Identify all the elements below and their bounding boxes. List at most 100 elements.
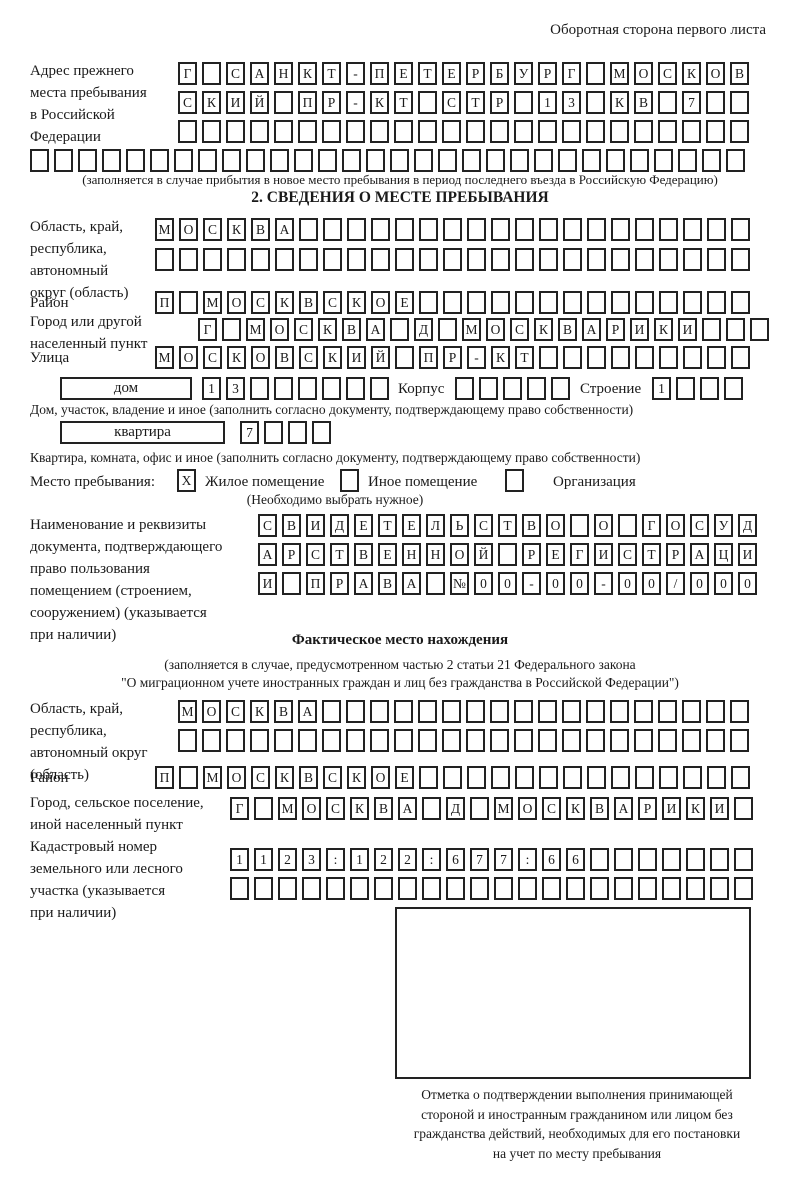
char-box[interactable]: С xyxy=(510,318,529,341)
char-box[interactable] xyxy=(730,120,749,143)
char-box[interactable]: 0 xyxy=(474,572,493,595)
char-box[interactable] xyxy=(518,877,537,900)
char-box[interactable] xyxy=(659,346,678,369)
char-box[interactable]: К xyxy=(318,318,337,341)
char-box[interactable]: : xyxy=(518,848,537,871)
char-box[interactable]: 0 xyxy=(570,572,589,595)
char-box[interactable]: О xyxy=(546,514,565,537)
char-box[interactable] xyxy=(659,248,678,271)
char-box[interactable] xyxy=(470,797,489,820)
char-box[interactable] xyxy=(179,248,198,271)
char-box[interactable] xyxy=(750,318,769,341)
char-box[interactable] xyxy=(486,149,505,172)
char-box[interactable] xyxy=(443,248,462,271)
char-box[interactable] xyxy=(498,543,517,566)
char-box[interactable]: Г xyxy=(198,318,217,341)
char-box[interactable]: С xyxy=(226,700,245,723)
char-box[interactable]: П xyxy=(155,291,174,314)
char-box[interactable] xyxy=(563,766,582,789)
char-box[interactable] xyxy=(730,700,749,723)
char-box[interactable] xyxy=(611,248,630,271)
char-box[interactable] xyxy=(683,218,702,241)
char-box[interactable] xyxy=(264,421,283,444)
char-box[interactable]: 6 xyxy=(542,848,561,871)
char-box[interactable] xyxy=(178,120,197,143)
char-box[interactable]: Е xyxy=(378,543,397,566)
char-box[interactable] xyxy=(322,377,341,400)
char-box[interactable]: К xyxy=(250,700,269,723)
char-box[interactable] xyxy=(515,766,534,789)
char-box[interactable]: П xyxy=(298,91,317,114)
char-box[interactable] xyxy=(606,149,625,172)
char-box[interactable] xyxy=(586,120,605,143)
char-box[interactable]: В xyxy=(354,543,373,566)
char-box[interactable]: К xyxy=(370,91,389,114)
char-box[interactable] xyxy=(346,729,365,752)
char-box[interactable]: М xyxy=(494,797,513,820)
char-box[interactable]: С xyxy=(258,514,277,537)
char-box[interactable]: 0 xyxy=(618,572,637,595)
char-box[interactable] xyxy=(590,848,609,871)
char-box[interactable] xyxy=(514,700,533,723)
char-box[interactable] xyxy=(150,149,169,172)
char-box[interactable]: К xyxy=(275,291,294,314)
char-box[interactable]: В xyxy=(374,797,393,820)
char-box[interactable] xyxy=(179,291,198,314)
char-box[interactable] xyxy=(78,149,97,172)
char-box[interactable] xyxy=(706,91,725,114)
char-box[interactable] xyxy=(634,120,653,143)
char-box[interactable]: Т xyxy=(378,514,397,537)
char-box[interactable]: 1 xyxy=(652,377,671,400)
char-box[interactable] xyxy=(254,877,273,900)
char-box[interactable]: 7 xyxy=(494,848,513,871)
char-box[interactable] xyxy=(322,729,341,752)
char-box[interactable] xyxy=(491,248,510,271)
char-box[interactable] xyxy=(562,700,581,723)
char-box[interactable] xyxy=(230,877,249,900)
char-box[interactable]: 1 xyxy=(350,848,369,871)
char-box[interactable] xyxy=(347,218,366,241)
char-box[interactable]: А xyxy=(402,572,421,595)
char-box[interactable]: С xyxy=(690,514,709,537)
char-box[interactable] xyxy=(270,149,289,172)
char-box[interactable] xyxy=(538,120,557,143)
char-box[interactable]: Р xyxy=(466,62,485,85)
char-box[interactable] xyxy=(275,248,294,271)
char-box[interactable] xyxy=(422,797,441,820)
char-box[interactable] xyxy=(686,877,705,900)
char-box[interactable]: С xyxy=(323,291,342,314)
char-box[interactable]: С xyxy=(251,291,270,314)
char-box[interactable]: - xyxy=(346,62,365,85)
char-box[interactable]: А xyxy=(354,572,373,595)
char-box[interactable] xyxy=(126,149,145,172)
char-box[interactable] xyxy=(586,62,605,85)
char-box[interactable] xyxy=(514,120,533,143)
char-box[interactable] xyxy=(726,318,745,341)
char-box[interactable] xyxy=(611,766,630,789)
char-box[interactable] xyxy=(274,377,293,400)
char-box[interactable]: И xyxy=(710,797,729,820)
char-box[interactable] xyxy=(491,766,510,789)
char-box[interactable]: - xyxy=(346,91,365,114)
char-box[interactable] xyxy=(710,877,729,900)
char-box[interactable]: О xyxy=(450,543,469,566)
char-box[interactable] xyxy=(706,700,725,723)
char-box[interactable]: И xyxy=(258,572,277,595)
char-box[interactable]: Ь xyxy=(450,514,469,537)
char-box[interactable] xyxy=(394,700,413,723)
char-box[interactable]: С xyxy=(323,766,342,789)
char-box[interactable]: 6 xyxy=(446,848,465,871)
char-box[interactable]: К xyxy=(347,291,366,314)
char-box[interactable] xyxy=(638,848,657,871)
char-box[interactable] xyxy=(586,91,605,114)
char-box[interactable] xyxy=(659,291,678,314)
char-box[interactable]: С xyxy=(226,62,245,85)
char-box[interactable] xyxy=(700,377,719,400)
char-box[interactable]: К xyxy=(347,766,366,789)
char-box[interactable]: Е xyxy=(546,543,565,566)
char-box[interactable] xyxy=(562,729,581,752)
char-box[interactable]: С xyxy=(203,218,222,241)
char-box[interactable]: - xyxy=(594,572,613,595)
char-box[interactable]: В xyxy=(282,514,301,537)
char-box[interactable]: О xyxy=(634,62,653,85)
